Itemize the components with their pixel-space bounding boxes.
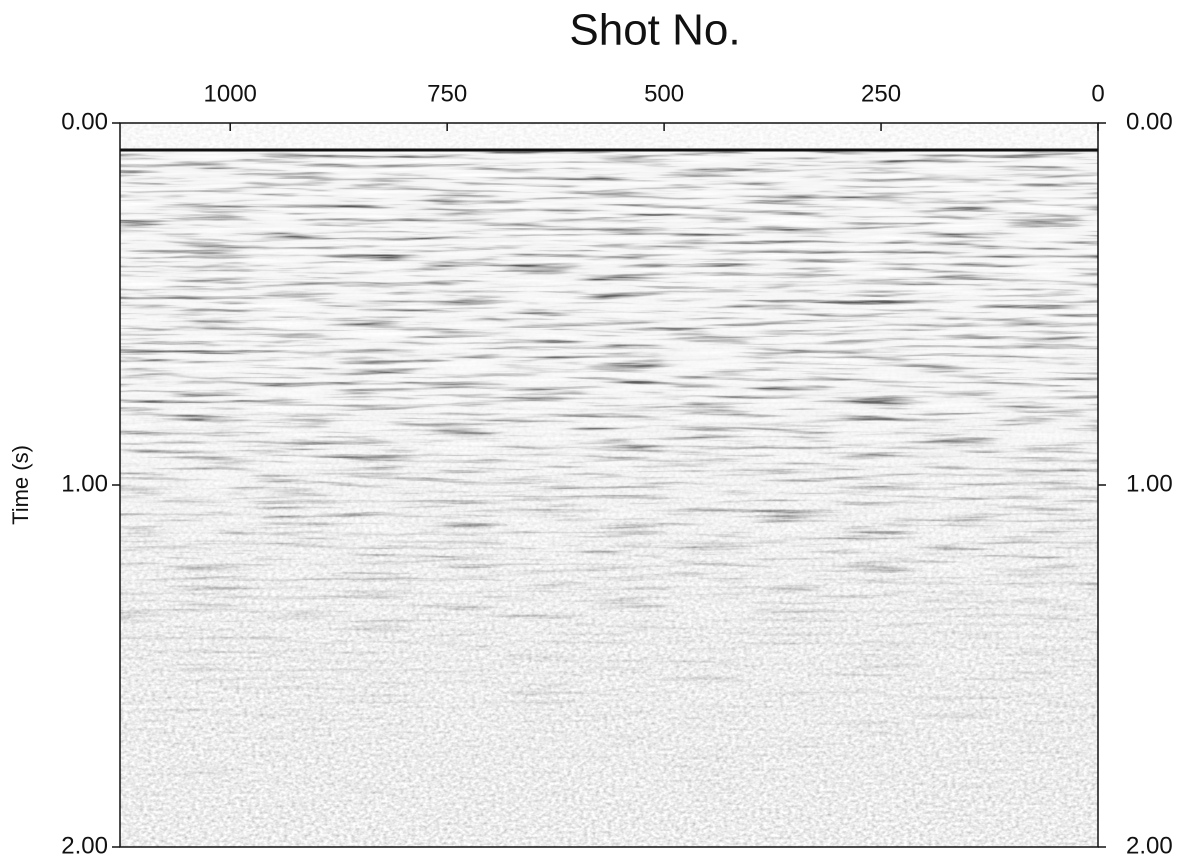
- x-tick-label: 1000: [204, 80, 257, 107]
- y-tick-label: 1.00: [61, 470, 108, 497]
- y-tick-label: 0.00: [61, 108, 108, 135]
- y2-tick-label: 1.00: [1126, 470, 1173, 497]
- y-axis-label: Time (s): [8, 445, 33, 525]
- y-tick-label: 2.00: [61, 832, 108, 859]
- x-tick-label: 250: [861, 80, 901, 107]
- chart-title: Shot No.: [569, 6, 740, 55]
- x-tick-label: 750: [427, 80, 467, 107]
- x-tick-label: 0: [1091, 80, 1104, 107]
- seismic-image: [120, 123, 1098, 847]
- y2-tick-label: 2.00: [1126, 832, 1173, 859]
- y2-tick-label: 0.00: [1126, 108, 1173, 135]
- x-tick-label: 500: [644, 80, 684, 107]
- plot-frame: [119, 122, 1099, 848]
